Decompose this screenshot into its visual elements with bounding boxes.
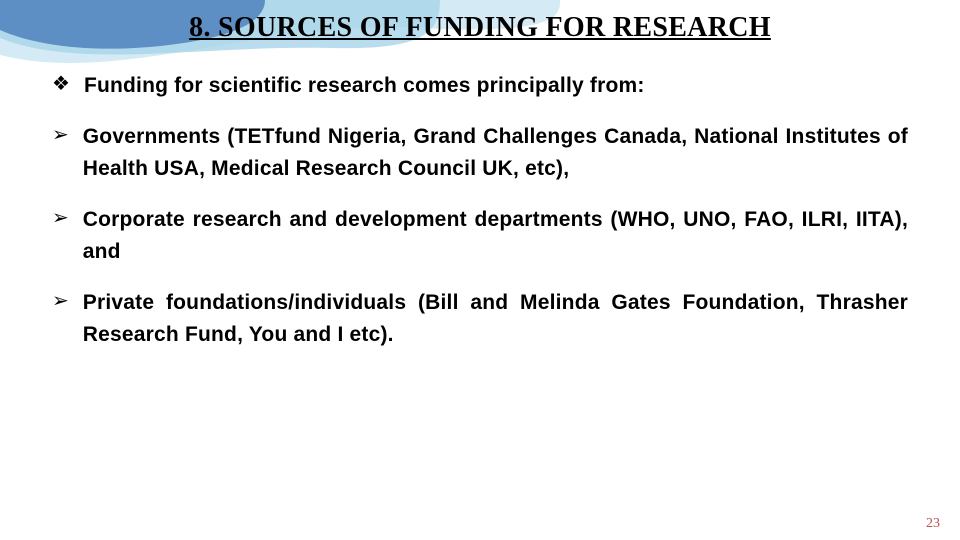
list-item-text: Governments (TETfund Nigeria, Grand Chal… [83, 121, 908, 186]
list-item-text: Corporate research and development depar… [83, 204, 908, 269]
list-item: ➢ Corporate research and development dep… [52, 204, 908, 269]
arrow-bullet-icon: ➢ [52, 121, 69, 150]
page-number: 23 [926, 516, 940, 532]
list-item: ➢ Governments (TETfund Nigeria, Grand Ch… [52, 121, 908, 186]
arrow-bullet-icon: ➢ [52, 204, 69, 233]
list-item-text: Private foundations/individuals (Bill an… [83, 287, 908, 352]
intro-bullet: ❖ Funding for scientific research comes … [52, 70, 908, 103]
arrow-bullet-icon: ➢ [52, 287, 69, 316]
list-item: ➢ Private foundations/individuals (Bill … [52, 287, 908, 352]
slide-title: 8. SOURCES OF FUNDING FOR RESEARCH [52, 12, 908, 44]
intro-text: Funding for scientific research comes pr… [84, 70, 908, 103]
diamond-bullet-icon: ❖ [52, 70, 70, 99]
slide-content: 8. SOURCES OF FUNDING FOR RESEARCH ❖ Fun… [0, 0, 960, 352]
